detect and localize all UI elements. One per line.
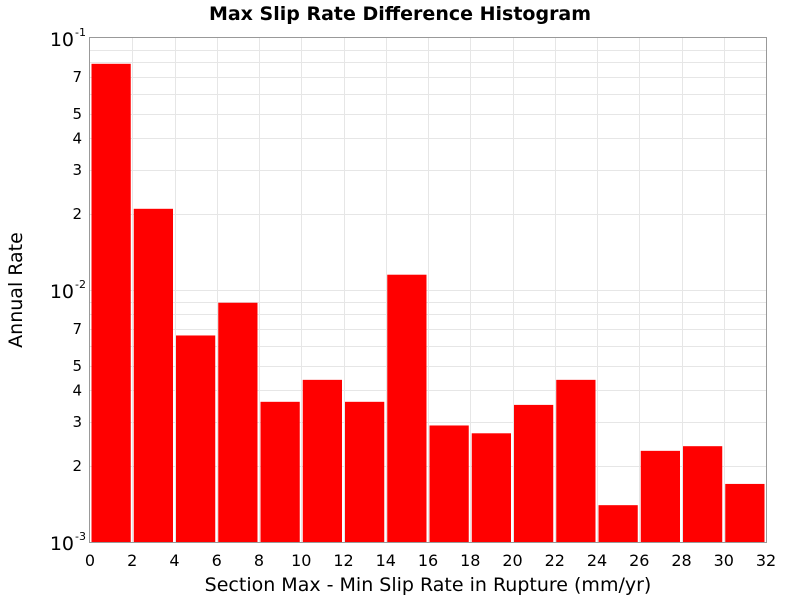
- x-tick-label: 28: [671, 551, 691, 570]
- y-tick-minor-label: 5: [72, 105, 82, 123]
- bar-2-4: [133, 208, 173, 543]
- bar-20-22: [514, 404, 554, 542]
- y-tick-exponent: -2: [75, 278, 86, 291]
- x-axis-ticks: 0 2 4 6 8 10 12 14 16 18 20 22 24 26 28 30 32: [85, 551, 776, 570]
- x-tick-label: 8: [254, 551, 264, 570]
- bar-30-32: [725, 483, 765, 542]
- y-tick-exponent: -3: [75, 530, 86, 543]
- x-tick-label: 14: [376, 551, 396, 570]
- bar-0-2: [91, 63, 131, 542]
- y-tick-minor-label: 4: [72, 381, 82, 399]
- bar-24-26: [598, 505, 638, 542]
- y-tick-minor-label: 3: [72, 161, 82, 179]
- y-tick-minor-label: 5: [72, 357, 82, 375]
- bar-10-12: [302, 379, 342, 542]
- y-axis-label: Annual Rate: [5, 232, 27, 348]
- bar-4-6: [176, 335, 216, 542]
- x-tick-label: 26: [629, 551, 649, 570]
- bar-14-16: [387, 274, 427, 542]
- x-tick-label: 20: [502, 551, 522, 570]
- x-tick-label: 2: [127, 551, 137, 570]
- bar-22-24: [556, 379, 596, 542]
- y-tick-major-label: 10: [50, 533, 74, 555]
- y-tick-minor-label: 2: [72, 205, 82, 223]
- y-tick-minor-label: 7: [72, 68, 82, 86]
- bar-18-20: [471, 433, 511, 542]
- y-tick-minor-label: 4: [72, 129, 82, 147]
- x-tick-label: 32: [756, 551, 776, 570]
- bars: [91, 63, 765, 543]
- bar-6-8: [218, 302, 258, 542]
- grid-lines: [90, 38, 766, 542]
- y-tick-major-label: 10: [50, 29, 74, 51]
- bar-28-30: [683, 446, 723, 542]
- x-tick-label: 10: [291, 551, 311, 570]
- y-tick-exponent: -1: [75, 26, 86, 39]
- x-tick-label: 18: [460, 551, 480, 570]
- x-tick-label: 4: [169, 551, 179, 570]
- y-tick-major-label: 10: [50, 281, 74, 303]
- x-axis-label: Section Max - Min Slip Rate in Rupture (…: [205, 574, 652, 596]
- bar-12-14: [345, 401, 385, 542]
- y-tick-minor-label: 2: [72, 457, 82, 475]
- bar-26-28: [640, 450, 680, 542]
- chart-title: Max Slip Rate Difference Histogram: [209, 3, 591, 25]
- x-tick-label: 24: [587, 551, 607, 570]
- x-tick-label: 16: [418, 551, 438, 570]
- x-tick-label: 0: [85, 551, 95, 570]
- y-tick-minor-label: 3: [72, 413, 82, 431]
- x-tick-label: 12: [333, 551, 353, 570]
- bar-8-10: [260, 401, 300, 542]
- x-tick-label: 22: [545, 551, 565, 570]
- plot-frame: [89, 37, 767, 543]
- x-tick-label: 30: [714, 551, 734, 570]
- x-tick-label: 6: [212, 551, 222, 570]
- y-tick-minor-label: 7: [72, 320, 82, 338]
- bar-16-18: [429, 425, 469, 542]
